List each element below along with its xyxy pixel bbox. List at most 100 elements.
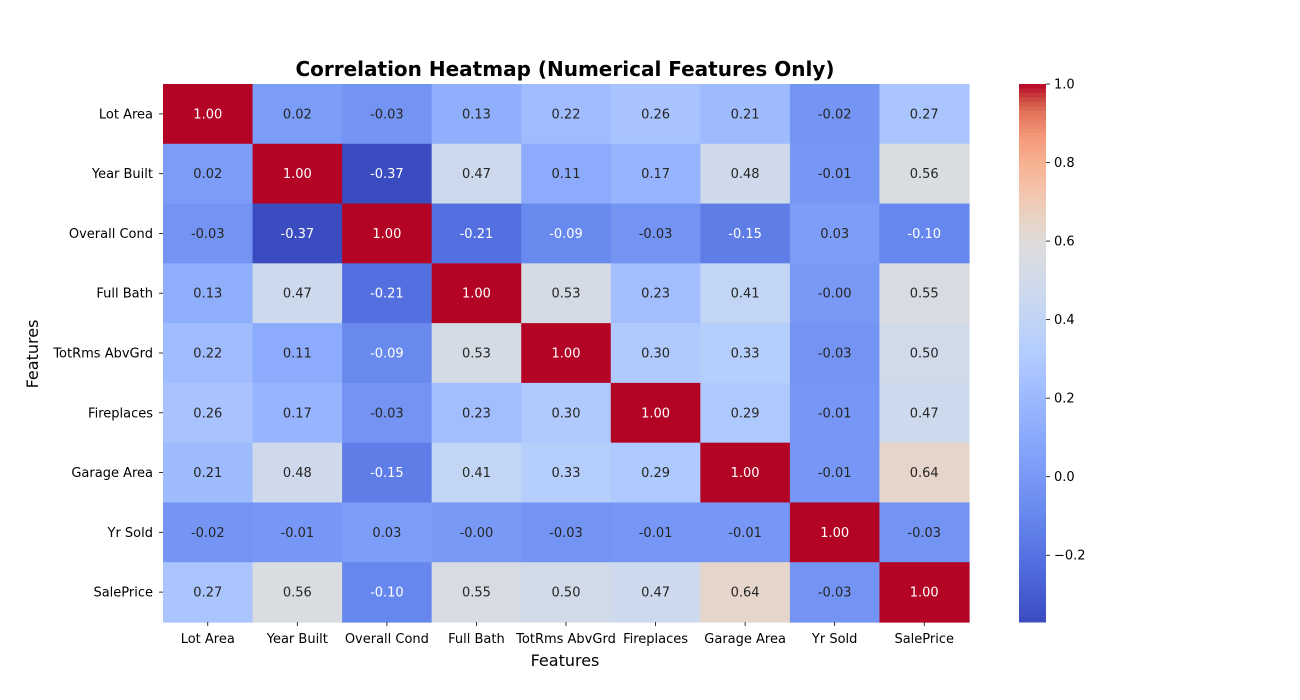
colorbar-segment — [1019, 214, 1046, 219]
heatmap-cell-saleprice-totrms-abvgrd — [521, 562, 612, 623]
cell-value-label: 0.02 — [193, 167, 222, 182]
cell-value-label: -0.01 — [818, 406, 852, 421]
colorbar-segment — [1019, 196, 1046, 202]
colorbar-segment — [1019, 505, 1046, 511]
heatmap-cell-overall-cond-yr-sold — [789, 203, 881, 264]
cell-value-label: 0.50 — [910, 347, 939, 362]
colorbar-segment — [1019, 523, 1046, 529]
heatmap-cell-year-built-totrms-abvgrd — [521, 143, 612, 205]
heatmap-cell-saleprice-yr-sold — [789, 562, 881, 623]
heatmap-cell-fireplaces-year-built — [252, 382, 343, 444]
colorbar-segment — [1019, 559, 1046, 565]
colorbar-segment — [1019, 227, 1046, 233]
colorbar-segment — [1019, 568, 1046, 574]
heatmap-cell-full-bath-full-bath — [431, 263, 522, 324]
colorbar-segment — [1019, 415, 1046, 421]
colorbar-segment — [1019, 240, 1046, 246]
colorbar-segment — [1019, 272, 1046, 278]
heatmap-cell-year-built-overall-cond — [342, 143, 433, 205]
heatmap-cell-lot-area-full-bath — [431, 84, 522, 145]
heatmap-cell-garage-area-totrms-abvgrd — [521, 442, 612, 504]
cell-value-label: -0.03 — [191, 227, 225, 242]
heatmap-cell-saleprice-overall-cond — [342, 562, 433, 623]
cell-value-label: -0.03 — [549, 526, 583, 541]
colorbar-segment — [1019, 92, 1046, 98]
colorbar-segment — [1019, 563, 1046, 569]
colorbar-segment — [1019, 406, 1046, 412]
heatmap-cell-year-built-yr-sold — [789, 143, 881, 205]
colorbar-segment — [1019, 101, 1046, 107]
colorbar-segment — [1019, 267, 1046, 273]
cell-value-label: 0.41 — [462, 466, 491, 481]
colorbar-segment — [1019, 393, 1046, 399]
cell-value-label: 0.47 — [462, 167, 491, 182]
cell-value-label: -0.01 — [818, 466, 852, 481]
y-tick-labels: Lot Area Year Built Overall Cond Full Bath T… — [52, 107, 163, 601]
cell-value-label: 1.00 — [910, 586, 939, 601]
heatmap-cell-full-bath-garage-area — [700, 263, 791, 324]
colorbar-segment — [1019, 254, 1046, 260]
colorbar-segment — [1019, 303, 1046, 309]
colorbar-segment — [1019, 330, 1046, 336]
cell-value-label: 1.00 — [731, 466, 760, 481]
colorbar-segment — [1019, 344, 1046, 350]
cell-value-label: -0.03 — [818, 347, 852, 362]
heatmap-cell-yr-sold-saleprice — [879, 502, 970, 563]
colorbar-segment — [1019, 613, 1046, 619]
colorbar-segment — [1019, 577, 1046, 583]
cell-value-label: 0.21 — [193, 466, 222, 481]
heatmap-cell-yr-sold-totrms-abvgrd — [521, 502, 612, 563]
heatmap-cell-garage-area-lot-area — [163, 442, 254, 504]
cell-value-label: 0.17 — [283, 406, 312, 421]
colorbar-segment — [1019, 604, 1046, 610]
cell-value-label: 0.55 — [910, 287, 939, 302]
colorbar-segment — [1019, 236, 1046, 242]
cell-value-label: 1.00 — [193, 107, 222, 122]
colorbar-segment — [1019, 375, 1046, 381]
cell-value-label: 0.26 — [641, 107, 670, 122]
cell-value-label: 0.02 — [283, 107, 312, 122]
colorbar-segment — [1019, 608, 1046, 614]
cell-value-label: 1.00 — [372, 227, 401, 242]
colorbar-segment — [1019, 541, 1046, 547]
y-tick-label-yr-sold: Yr Sold — [107, 526, 154, 541]
cell-value-label: 0.23 — [641, 287, 670, 302]
heatmap-cell-saleprice-lot-area — [163, 562, 254, 623]
cell-value-label: 0.53 — [462, 347, 491, 362]
colorbar-segment — [1019, 146, 1046, 152]
colorbar: −0.2 0.0 0.2 0.4 0.6 0.8 1.0 — [1019, 78, 1086, 623]
heatmap-cell-yr-sold-garage-area — [700, 502, 791, 563]
colorbar-segment — [1019, 173, 1046, 179]
colorbar-segment — [1019, 379, 1046, 385]
cell-value-label: 0.27 — [193, 586, 222, 601]
x-tick-label-lot-area: Lot Area — [181, 632, 235, 647]
cell-value-label: -0.10 — [907, 227, 941, 242]
colorbar-segment — [1019, 142, 1046, 148]
heatmap-cell-garage-area-fireplaces — [610, 442, 701, 504]
heatmap-cells: 1.00 0.02 -0.03 0.13 0.22 0.26 0.21 -0.02 0.27 0.… — [163, 84, 970, 623]
colorbar-segment — [1019, 294, 1046, 300]
cell-value-label: 0.13 — [193, 287, 222, 302]
heatmap-cell-yr-sold-yr-sold — [789, 502, 881, 563]
heatmap-cell-totrms-abvgrd-full-bath — [431, 323, 522, 384]
cell-value-label: -0.02 — [818, 107, 852, 122]
cell-value-label: 0.47 — [641, 586, 670, 601]
colorbar-segment — [1019, 348, 1046, 354]
x-tick-label-full-bath: Full Bath — [448, 632, 505, 647]
colorbar-segment — [1019, 550, 1046, 556]
colorbar-segment — [1019, 258, 1046, 264]
colorbar-segment — [1019, 402, 1046, 408]
heatmap-cell-full-bath-yr-sold — [789, 263, 881, 324]
cell-value-label: 0.33 — [552, 466, 581, 481]
colorbar-segment — [1019, 335, 1046, 341]
heatmap-cell-garage-area-overall-cond — [342, 442, 433, 504]
cell-value-label: -0.15 — [728, 227, 762, 242]
heatmap-cell-fireplaces-yr-sold — [789, 382, 881, 444]
colorbar-segment — [1019, 97, 1046, 103]
x-tick-label-saleprice: SalePrice — [894, 632, 954, 647]
colorbar-segment — [1019, 84, 1046, 89]
colorbar-segment — [1019, 191, 1046, 197]
x-tick-label-fireplaces: Fireplaces — [623, 632, 688, 647]
chart-title: Correlation Heatmap (Numerical Features … — [295, 57, 834, 81]
colorbar-segment — [1019, 438, 1046, 444]
